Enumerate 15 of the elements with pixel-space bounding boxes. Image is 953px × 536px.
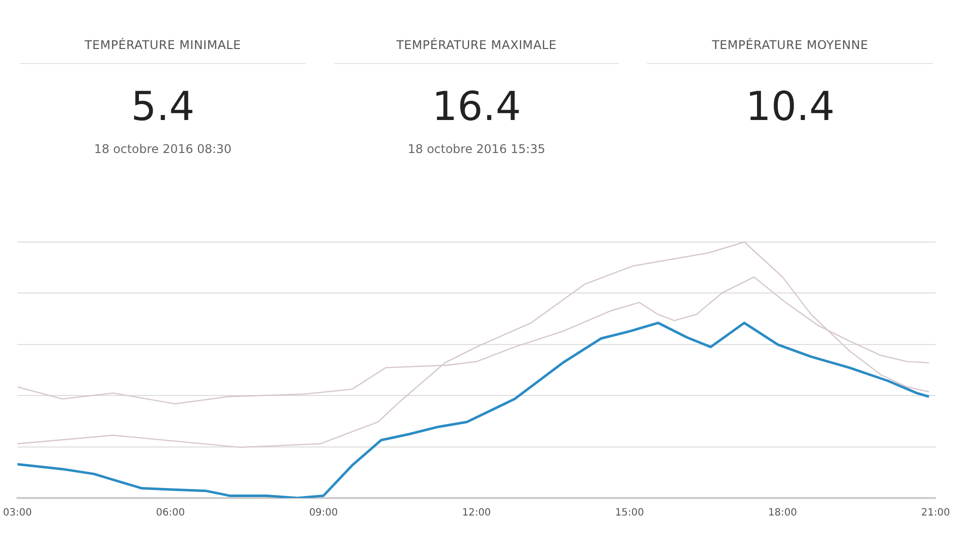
text: 16.4 — [430, 83, 522, 132]
x-tick-label: 09:00 — [309, 508, 338, 519]
x-tick-label: 21:00 — [921, 508, 950, 519]
text: TEMPÉRATURE MOYENNE — [647, 28, 933, 64]
text: 18 octobre 2016 08:30 — [93, 141, 233, 158]
text: 10.4 — [744, 83, 836, 132]
x-tick-label: 06:00 — [156, 508, 185, 519]
x-tick-label: 12:00 — [462, 508, 491, 519]
x-tick-label: 03:00 — [2, 508, 32, 519]
text: 5.4 — [130, 83, 196, 132]
text: TEMPÉRATURE MAXIMALE — [334, 28, 620, 64]
x-tick-label: 18:00 — [768, 508, 797, 519]
text: TEMPÉRATURE MINIMALE — [20, 28, 306, 64]
text: 18 octobre 2016 15:35 — [406, 141, 546, 158]
x-tick-label: 15:00 — [615, 508, 644, 519]
